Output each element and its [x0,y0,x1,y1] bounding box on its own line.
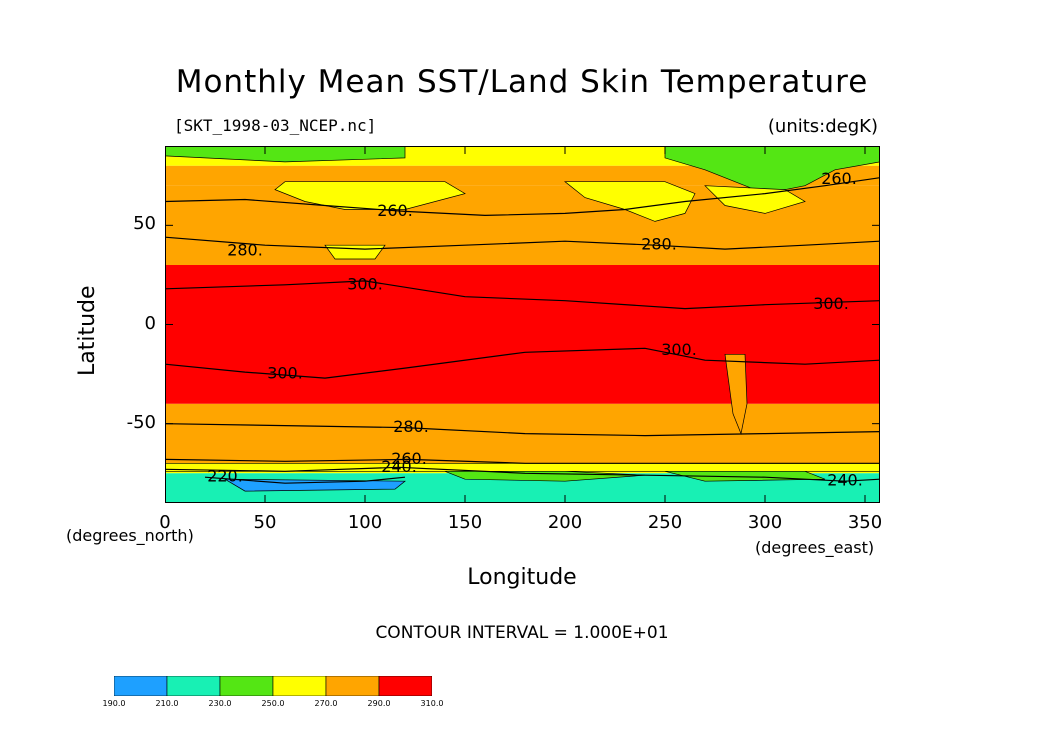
contour-260-north [165,177,880,217]
andes-warm-region [724,353,748,435]
contour-280-south [165,423,880,437]
dataset-label: [SKT_1998-03_NCEP.nc] [174,116,377,135]
contour-label: 280. [641,235,677,254]
colorbar-swatch [219,676,274,696]
x-tick-label: 100 [347,512,383,533]
colorbar-level-label: 250.0 [261,699,285,708]
x-tick-label: 50 [253,512,277,533]
colorbar-level-label: 210.0 [155,699,179,708]
temperature-band [165,265,880,404]
contour-label: 260. [377,201,413,220]
antarctic-ross-region [444,470,646,482]
y-tick-label: 0 [144,312,156,334]
contour-300-north [165,280,880,310]
y-tick-label: -50 [126,411,156,433]
contour-220-south [204,476,406,484]
x-axis-unit: (degrees_east) [755,538,875,557]
x-tick-label: 300 [747,512,783,533]
canada-cool-region [704,185,806,214]
colorbar-swatch [272,676,327,696]
tibet-cool-region [324,244,386,260]
colorbar-level-label: 190.0 [102,699,126,708]
colorbar-swatch [378,676,432,696]
alaska-cool-region [563,181,696,222]
colorbar-level-label: 290.0 [367,699,391,708]
y-axis-label: Latitude [75,285,100,376]
contour-300-south [165,347,880,379]
contour-240-south [165,466,880,482]
x-tick-label: 150 [447,512,483,533]
contour-label: 300. [813,294,849,313]
x-tick-label: 250 [647,512,683,533]
contour-label: 300. [267,364,303,383]
colorbar-level-label: 230.0 [208,699,232,708]
contour-label: 240. [827,471,863,490]
contour-260-south [165,458,880,464]
contour-label: 280. [393,417,429,436]
antarctic-coast-band [165,462,880,472]
units-label: (units:degK) [767,116,878,137]
contour-label: 240. [381,457,417,476]
map-plot: 260. 280. 300. 280. 260. 300. 300. 300. 280. 260.… [165,146,880,503]
colorbar-swatch [325,676,380,696]
map-features [165,146,880,492]
contour-interval-label: CONTOUR INTERVAL = 1.000E+01 [375,623,669,643]
temperature-band [165,165,880,186]
x-tick-label: 350 [847,512,883,533]
x-tick-label: 0 [159,512,171,533]
contour-labels: 260. 280. 300. 280. 260. 300. 300. 300. 280. 260.… [207,169,863,489]
colorbar-swatch [114,676,168,696]
arctic-cold-region [165,146,406,163]
y-axis-unit: (degrees_north) [66,526,194,545]
colorbar-level-label: 310.0 [420,699,444,708]
chart-title: Monthly Mean SST/Land Skin Temperature [175,64,869,100]
contour-label: 260. [391,449,427,468]
x-axis-label: Longitude [467,565,577,590]
contour-label: 220. [207,467,243,486]
colorbar [114,676,432,696]
contour-label: 280. [227,241,263,260]
x-tick-label: 200 [547,512,583,533]
contour-280-north [165,236,880,250]
contour-label: 300. [661,340,697,359]
contour-lines [165,177,880,484]
colorbar-swatch [166,676,221,696]
contour-label: 300. [347,274,383,293]
y-tick-label: 50 [133,213,156,235]
colorbar-level-label: 270.0 [314,699,338,708]
contour-label: 260. [821,169,857,188]
axis-ticks [165,146,880,503]
temperature-band [165,205,880,265]
